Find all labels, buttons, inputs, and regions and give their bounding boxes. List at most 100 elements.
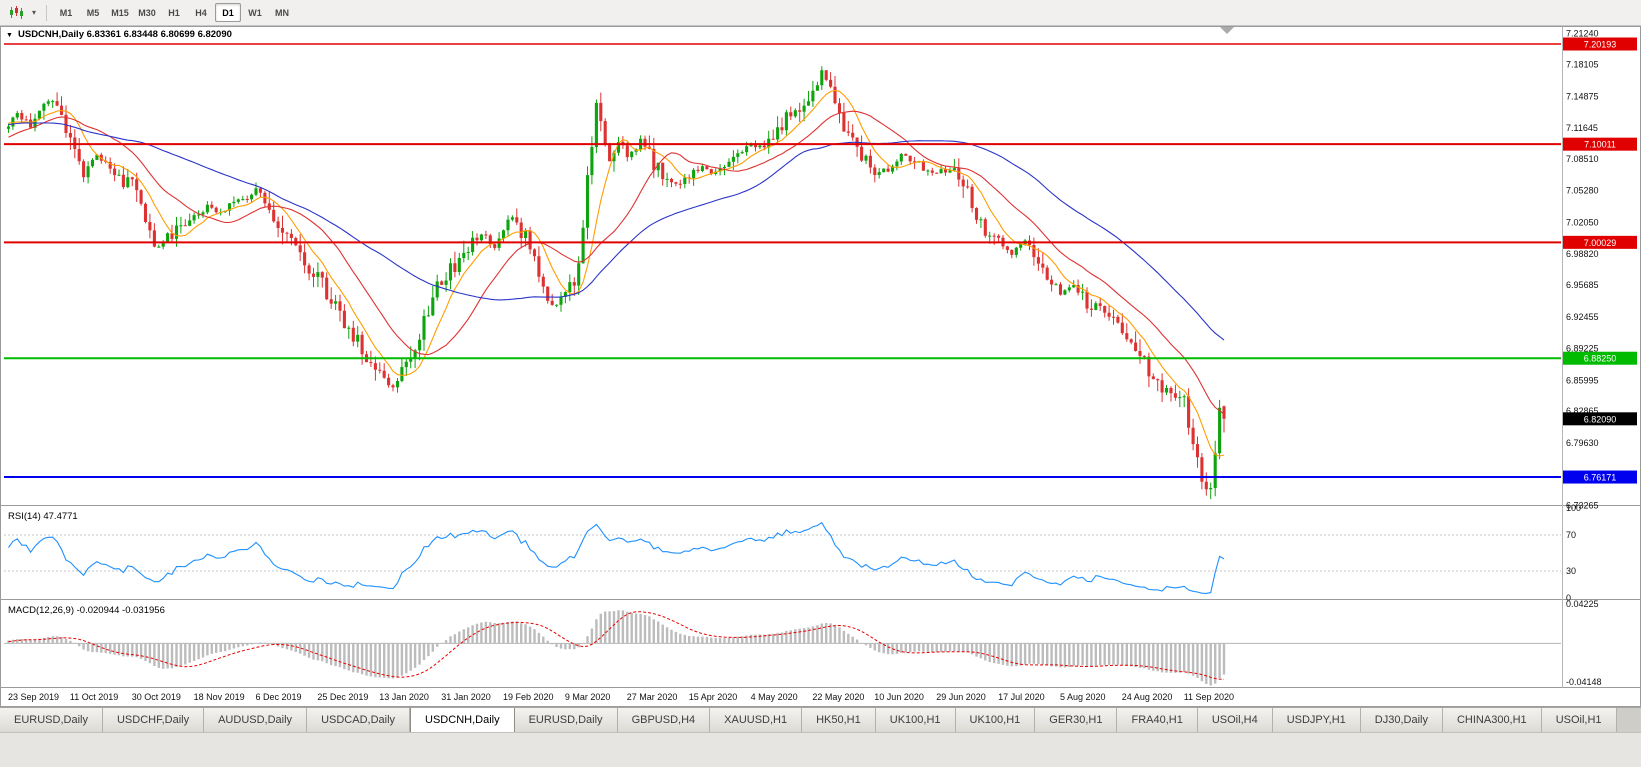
tab-uk100-h1[interactable]: UK100,H1	[875, 708, 956, 732]
date-axis-label: 27 Mar 2020	[627, 692, 678, 702]
date-axis-label: 13 Jan 2020	[379, 692, 429, 702]
chart-tab-bar: EURUSD,Daily USDCHF,Daily AUDUSD,Daily USDC…	[0, 707, 1641, 732]
price-axis[interactable]: 7.21240 7.18105 7.14875 7.11645 7.08510 7.052…	[1563, 29, 1637, 511]
price-axis-label: 7.08510	[1566, 154, 1599, 164]
price-axis-label: 7.02050	[1566, 217, 1599, 227]
price-badge: 7.00029	[1563, 235, 1637, 249]
price-badge: 6.76171	[1563, 470, 1637, 484]
macd-axis-label: -0.04148	[1566, 677, 1602, 687]
date-axis-label: 23 Sep 2019	[8, 692, 59, 702]
date-axis-label: 17 Jul 2020	[998, 692, 1045, 702]
price-axis-label: 7.11645	[1566, 123, 1598, 133]
tab-eurusd-daily[interactable]: EURUSD,Daily	[0, 708, 103, 732]
timeframe-mn[interactable]: MN	[275, 7, 289, 18]
tab-usdcad-daily[interactable]: USDCAD,Daily	[307, 708, 411, 732]
date-axis-label: 24 Aug 2020	[1122, 692, 1173, 702]
rsi-line	[8, 521, 1225, 594]
bottom-strip	[0, 732, 1641, 767]
macd-axis-label: 0.04225	[1566, 599, 1599, 609]
tab-usoil-h1[interactable]: USOil,H1	[1541, 708, 1617, 732]
timeframe-w1[interactable]: W1	[248, 7, 262, 18]
date-axis-label: 25 Dec 2019	[317, 692, 368, 702]
price-badge: 6.82090	[1563, 412, 1637, 426]
ma-line-20	[8, 110, 1225, 415]
timeframe-m1[interactable]: M1	[59, 7, 73, 18]
timeframe-h1[interactable]: H1	[168, 7, 180, 18]
price-badge: 6.88250	[1563, 351, 1637, 365]
price-axis-label: 7.14875	[1566, 91, 1599, 101]
date-axis-label: 29 Jun 2020	[936, 692, 986, 702]
date-axis[interactable]: 23 Sep 2019 11 Oct 2019 30 Oct 2019 18 Nov …	[8, 692, 1234, 702]
price-axis-label: 6.73265	[1566, 501, 1599, 511]
price-axis-label: 6.95685	[1566, 280, 1599, 290]
date-axis-label: 10 Jun 2020	[874, 692, 924, 702]
main-chart-canvas[interactable]: 7.21240 7.18105 7.14875 7.11645 7.08510 7.052…	[0, 26, 1641, 707]
macd-layer	[4, 610, 1561, 686]
date-axis-label: 11 Oct 2019	[70, 692, 118, 702]
svg-text:6.82090: 6.82090	[1584, 414, 1617, 424]
timeframe-h4[interactable]: H4	[195, 7, 207, 18]
date-axis-label: 9 Mar 2020	[565, 692, 611, 702]
rsi-axis-label: 30	[1566, 566, 1576, 576]
chart-collapse-icon[interactable]: ▼	[6, 32, 13, 39]
rsi-axis-label: 0	[1566, 593, 1571, 603]
tab-uk100-h1[interactable]: UK100,H1	[955, 708, 1036, 732]
price-badge: 7.20193	[1563, 37, 1637, 51]
chart-type-button[interactable]	[5, 3, 28, 23]
tab-eurusd-daily[interactable]: EURUSD,Daily	[514, 708, 618, 732]
price-axis-label: 6.89225	[1566, 344, 1599, 354]
chart-background	[0, 26, 1641, 707]
ma-line-8	[8, 89, 1225, 457]
macd-signal-line	[8, 611, 1225, 680]
top-toolbar: ▾ M1 M5 M15 M30 H1 H4 D1 W1 MN	[0, 0, 1641, 26]
tab-china300-h1[interactable]: CHINA300,H1	[1442, 708, 1542, 732]
tab-usdjpy-h1[interactable]: USDJPY,H1	[1272, 708, 1361, 732]
timeframe-d1[interactable]: D1	[215, 3, 241, 22]
price-axis-label: 6.92455	[1566, 312, 1599, 322]
tab-usdcnh-daily[interactable]: USDCNH,Daily	[410, 708, 515, 732]
price-axis-label: 6.79630	[1566, 438, 1599, 448]
timeframe-m5[interactable]: M5	[86, 7, 100, 18]
rsi-axis-label: 100	[1566, 503, 1581, 513]
date-axis-label: 18 Nov 2019	[194, 692, 245, 702]
date-axis-label: 5 Aug 2020	[1060, 692, 1106, 702]
date-axis-label: 6 Dec 2019	[256, 692, 302, 702]
macd-histogram	[7, 610, 1226, 686]
timeframe-m30[interactable]: M30	[138, 7, 156, 18]
svg-text:7.20193: 7.20193	[1584, 40, 1617, 50]
svg-text:7.10011: 7.10011	[1584, 140, 1616, 150]
timeframe-group: M1 M5 M15 M30 H1 H4 D1 W1 MN	[53, 3, 295, 22]
chart-shift-marker-icon[interactable]	[1220, 27, 1234, 34]
tab-xauusd-h1[interactable]: XAUUSD,H1	[710, 708, 803, 732]
ma-line-50	[8, 122, 1225, 341]
price-badge: 7.10011	[1563, 137, 1637, 151]
price-axis-label: 6.85995	[1566, 375, 1599, 385]
toolbar-separator	[46, 4, 47, 21]
ma-lines-layer	[8, 89, 1225, 457]
chart-type-caret-icon[interactable]: ▾	[32, 8, 37, 17]
date-axis-label: 22 May 2020	[812, 692, 864, 702]
price-axis-label: 7.21240	[1566, 29, 1599, 39]
rsi-axis: 100 70 30 0	[1566, 503, 1581, 603]
tab-ger30-h1[interactable]: GER30,H1	[1035, 708, 1118, 732]
tab-fra40-h1[interactable]: FRA40,H1	[1117, 708, 1198, 732]
date-axis-label: 4 May 2020	[751, 692, 798, 702]
tab-audusd-daily[interactable]: AUDUSD,Daily	[204, 708, 308, 732]
date-axis-label: 30 Oct 2019	[132, 692, 181, 702]
tab-dj30-daily[interactable]: DJ30,Daily	[1360, 708, 1443, 732]
chart-region: 7.21240 7.18105 7.14875 7.11645 7.08510 7.052…	[0, 26, 1641, 707]
tab-usoil-h4[interactable]: USOil,H4	[1197, 708, 1273, 732]
tab-hk50-h1[interactable]: HK50,H1	[802, 708, 876, 732]
date-axis-label: 19 Feb 2020	[503, 692, 554, 702]
tab-usdchf-daily[interactable]: USDCHF,Daily	[102, 708, 205, 732]
macd-axis: 0.04225 -0.04148	[1566, 599, 1602, 687]
price-axis-label: 6.82865	[1566, 406, 1599, 416]
timeframe-m15[interactable]: M15	[111, 7, 129, 18]
rsi-panel-label: RSI(14) 47.4771	[8, 511, 78, 522]
hlines-layer[interactable]	[4, 43, 1561, 479]
svg-text:6.88250: 6.88250	[1584, 354, 1617, 364]
price-axis-label: 7.05280	[1566, 186, 1599, 196]
tab-gbpusd-h4[interactable]: GBPUSD,H4	[617, 708, 711, 732]
candlestick-chart-icon	[10, 6, 23, 19]
date-axis-label: 11 Sep 2020	[1184, 692, 1234, 702]
